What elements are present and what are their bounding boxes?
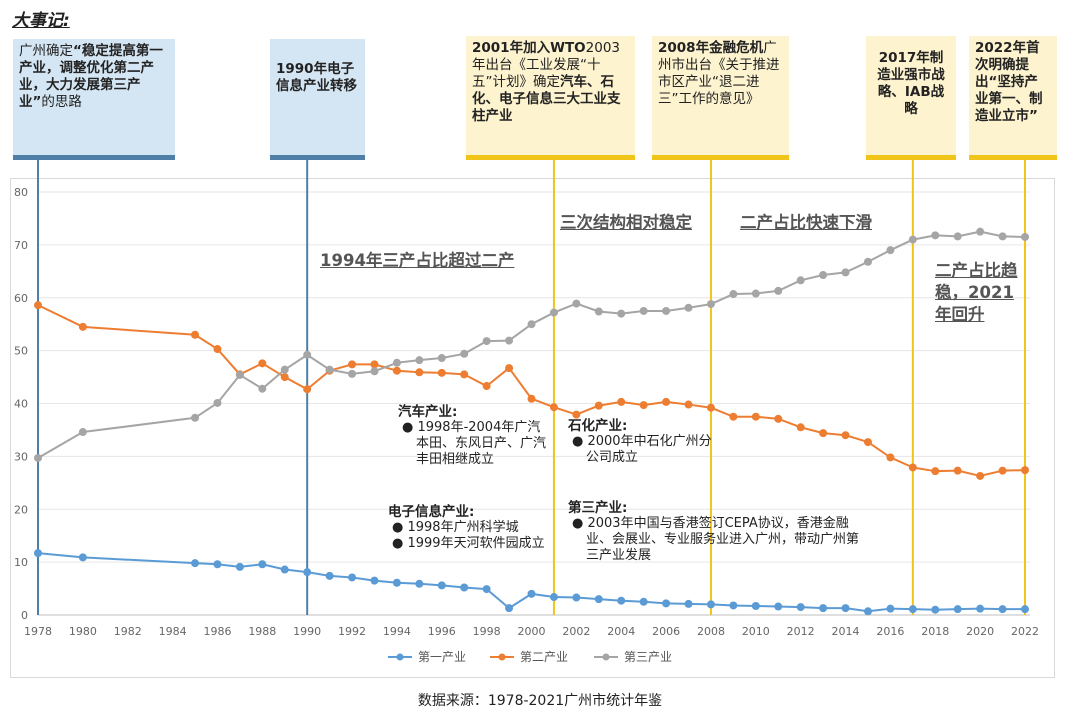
header-title: 大事记: <box>12 11 70 31</box>
chart-frame <box>10 178 1055 678</box>
event-box-2022: 2022年首次明确提出“坚持产业第一、制造业立市” <box>969 36 1057 160</box>
annotation-electronics-title: 电子信息产业: <box>388 504 475 520</box>
event-text: 2008年金融危机 <box>658 40 764 56</box>
event-text: “稳定提高第一产业，调整优化第二产业，大力发展第三产业” <box>19 43 163 110</box>
event-box-2001: 2001年加入WTO2003年出台《工业发展“十五”计划》确定汽车、石化、电子信… <box>466 36 635 160</box>
phase-label-rebound: 二产占比趋稳，2021年回升 <box>935 261 1018 324</box>
event-text: 2017年制造业强市战略、IAB战略 <box>877 50 945 117</box>
annotation-electronics: 电子信息产业: ● 1998年广州科学城 ● 1999年天河软件园成立 <box>388 504 578 552</box>
annotation-tertiary-item: ● 2003年中国与香港签订CEPA协议，香港金融业、会展业、专业服务业进入广州… <box>572 516 860 563</box>
annotation-tertiary-title: 第三产业: <box>568 500 628 516</box>
annotation-auto-title: 汽车产业: <box>398 404 458 420</box>
event-box-1990: 1990年电子信息产业转移 <box>270 39 365 160</box>
event-text: 1990年电子信息产业转移 <box>276 61 357 94</box>
annotation-auto: 汽车产业: ● 1998年-2004年广汽本田、东风日产、广汽丰田相继成立 <box>398 404 550 468</box>
event-box-1978: 广州确定“稳定提高第一产业，调整优化第二产业，大力发展第三产业”的思路 <box>13 39 175 160</box>
annotation-electronics-item: ● 1999年天河软件园成立 <box>392 536 545 551</box>
annotation-auto-item: ● 1998年-2004年广汽本田、东风日产、广汽丰田相继成立 <box>402 420 547 467</box>
phase-label-decline: 二产占比快速下滑 <box>740 213 872 232</box>
event-text: 2001年加入WTO <box>472 40 586 56</box>
event-text: 广州确定 <box>19 43 73 59</box>
phase-label-stable: 三次结构相对稳定 <box>560 213 692 232</box>
event-box-2017: 2017年制造业强市战略、IAB战略 <box>866 36 956 160</box>
data-source-note: 数据来源：1978-2021广州市统计年鉴 <box>417 693 663 709</box>
annotation-petro: 石化产业: ● 2000年中石化广州分公司成立 <box>568 418 718 466</box>
annotation-tertiary: 第三产业: ● 2003年中国与香港签订CEPA协议，香港金融业、会展业、专业服… <box>568 500 868 564</box>
event-text: 汽车、石化、电子信息三大工业支柱产业 <box>472 74 621 124</box>
event-text: 2022年首次明确提出“坚持产业第一、制造业立市” <box>975 40 1043 124</box>
phase-label-1994: 1994年三产占比超过二产 <box>320 251 515 270</box>
event-text: 2003年出台《工业发展“十五”计划》确定 <box>472 40 621 90</box>
annotation-electronics-item: ● 1998年广州科学城 <box>392 520 519 535</box>
event-text: 广州市出台《关于推进市区产业“退二进三”工作的意见》 <box>658 40 780 107</box>
annotation-petro-title: 石化产业: <box>568 418 628 434</box>
event-box-2008: 2008年金融危机广州市出台《关于推进市区产业“退二进三”工作的意见》 <box>652 36 789 160</box>
event-text: 的思路 <box>41 94 82 110</box>
annotation-petro-item: ● 2000年中石化广州分公司成立 <box>572 434 712 465</box>
